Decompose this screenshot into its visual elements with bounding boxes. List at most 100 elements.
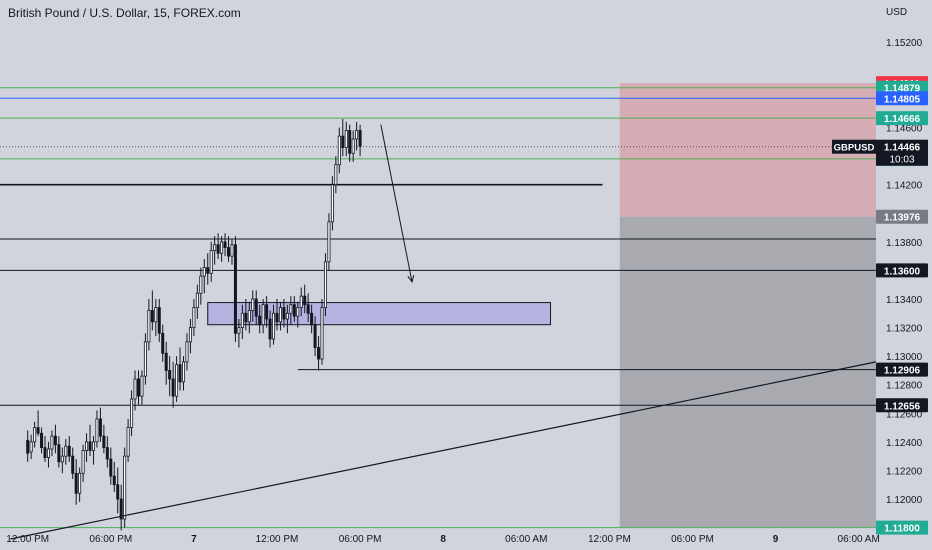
candle-body (213, 244, 217, 251)
candle (85, 433, 89, 462)
candle (237, 319, 241, 348)
candle (116, 467, 120, 514)
x-tick-label: 12:00 PM (588, 534, 631, 545)
price-tag-label: 1.14879 (884, 84, 921, 95)
y-tick-label: 1.13000 (886, 352, 923, 363)
x-tick-label: 8 (440, 534, 446, 545)
chart-title: British Pound / U.S. Dollar, 15, FOREX.c… (8, 6, 241, 20)
candle (244, 299, 248, 331)
candle-body (136, 378, 140, 397)
candle-body (147, 310, 151, 343)
candle-body (237, 327, 241, 334)
candle-body (337, 135, 341, 166)
y-tick-label: 1.14600 (886, 124, 923, 135)
candle-body (247, 310, 251, 323)
candle (327, 213, 331, 271)
candle-body (292, 304, 296, 317)
candle (81, 444, 85, 482)
candle-body (102, 435, 106, 448)
candle (98, 407, 102, 442)
price-tag-label: 1.12906 (884, 366, 921, 377)
candle (230, 239, 234, 265)
candle-body (272, 312, 276, 340)
candle-body (105, 447, 109, 460)
candle-body (57, 444, 61, 463)
candle (351, 130, 355, 162)
candle (358, 124, 362, 157)
candlestick-series (26, 119, 362, 531)
symbol-badge-bg (832, 139, 877, 154)
candle-body (29, 441, 33, 453)
candle-body (178, 364, 182, 383)
candle (317, 336, 321, 371)
candle (50, 430, 54, 457)
candle (306, 293, 310, 322)
price-tag: 1.13976 (876, 209, 928, 224)
candle-body (233, 244, 237, 334)
candle-body (123, 455, 127, 520)
candle (195, 284, 199, 319)
y-tick-label: 1.12000 (886, 495, 923, 506)
candle (188, 319, 192, 354)
candle-body (130, 398, 134, 428)
candle (175, 356, 179, 402)
candle (303, 284, 307, 314)
time-axis[interactable]: 12:00 PM 06:00 PM 7 12:00 PM 06:00 PM 8 06:00 … (6, 534, 880, 545)
candle-body (216, 244, 220, 254)
candle-body (341, 135, 345, 148)
price-tag: 1.13600 (876, 263, 928, 278)
candle-body (265, 304, 269, 320)
price-axis[interactable]: 1.15200 1.14600 1.14200 1.13800 1.13400 1.132… (832, 38, 928, 535)
candle-body (26, 440, 30, 454)
candle (164, 341, 168, 385)
candle-body (240, 312, 244, 328)
price-tag: 1.11800 (876, 520, 928, 535)
candle (157, 299, 161, 342)
candle-body (344, 130, 348, 148)
candle (344, 121, 348, 157)
candle (216, 233, 220, 259)
drawing-overlay (10, 124, 877, 540)
candle (185, 333, 189, 371)
candle-body (348, 130, 352, 154)
candle-body (258, 315, 262, 326)
x-tick-label: 9 (773, 534, 779, 545)
candle (278, 301, 282, 331)
price-tag-bg (876, 362, 928, 377)
candle-body (185, 341, 189, 363)
candle-body (64, 445, 68, 457)
last-price-value: 1.14466 (884, 143, 921, 154)
candle-body (327, 221, 331, 263)
price-tag-bg (876, 520, 928, 535)
y-tick-label: 1.13200 (886, 324, 923, 335)
candle (40, 427, 44, 454)
candle (337, 127, 341, 174)
candle-body (119, 498, 123, 520)
candle (171, 361, 175, 408)
candle-body (164, 352, 168, 371)
candle (29, 434, 33, 459)
x-tick-label: 06:00 PM (89, 534, 132, 545)
candle (247, 301, 251, 334)
candle-body (199, 275, 203, 294)
candle-body (188, 327, 192, 343)
candle (154, 299, 158, 337)
candle-body (254, 298, 258, 317)
candle-body (323, 261, 327, 308)
x-tick-label: 7 (191, 534, 197, 545)
candle (33, 421, 37, 448)
candle (240, 304, 244, 339)
candle-body (175, 364, 179, 397)
candle-body (60, 455, 64, 463)
candle-body (299, 295, 303, 308)
candle (57, 436, 61, 468)
price-tag-bg (876, 209, 928, 224)
candle (282, 299, 286, 328)
price-tag-label: 1.13976 (884, 213, 921, 224)
price-tag-label: 1.14805 (884, 94, 921, 105)
countdown-label: 10:03 (889, 155, 914, 166)
candle-body (161, 332, 165, 354)
candle (143, 333, 147, 385)
